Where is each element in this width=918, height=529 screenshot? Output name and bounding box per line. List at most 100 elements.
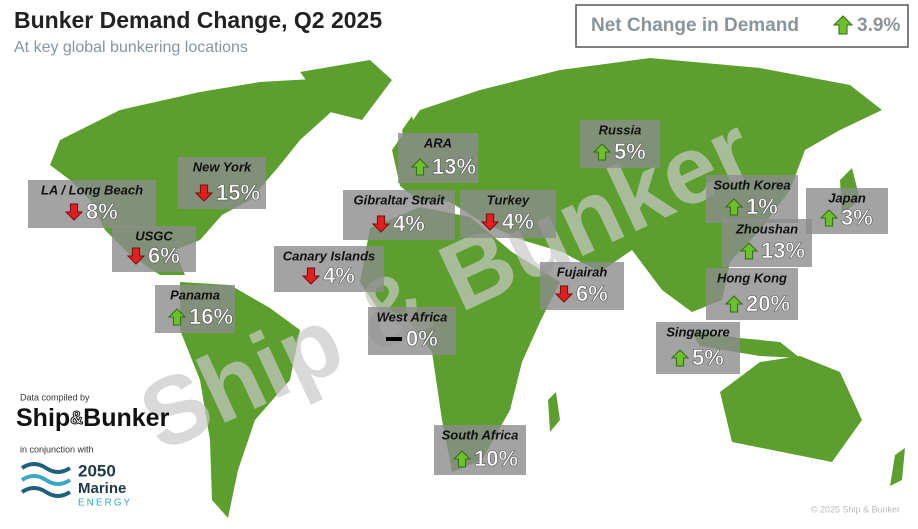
location-box: South Africa 10%: [434, 425, 526, 475]
location-value: 15%: [216, 180, 260, 205]
location-box: South Korea 1%: [706, 175, 798, 223]
arrow-up: [832, 15, 854, 35]
location-value: 16%: [189, 304, 233, 329]
label-box: [434, 425, 526, 475]
label-box: [155, 285, 235, 333]
location-box: LA / Long Beach 8%: [28, 180, 156, 228]
arrow-down: [554, 285, 574, 303]
label-box: [656, 322, 740, 374]
arrow-up: [452, 450, 472, 468]
label-box: [460, 190, 556, 238]
location-name: Hong Kong: [717, 270, 787, 285]
arrow-up: [819, 209, 839, 227]
location-name: South Africa: [442, 427, 519, 442]
location-box: Fujairah 6%: [540, 262, 624, 310]
location-value: 6%: [576, 281, 608, 306]
label-box: [112, 226, 196, 272]
location-value: 8%: [86, 199, 118, 224]
partner-line1: 2050: [78, 461, 116, 480]
location-value: 5%: [692, 345, 724, 370]
location-name: West Africa: [377, 309, 448, 324]
location-box: ARA 13%: [398, 133, 478, 183]
label-box: [540, 262, 624, 310]
arrow-up: [724, 198, 744, 216]
location-name: Fujairah: [557, 264, 608, 279]
location-name: Gibraltar Strait: [353, 192, 445, 207]
arrow-up: [670, 349, 690, 367]
location-box: Panama 16%: [155, 285, 235, 333]
partner-line2: Marine: [78, 480, 126, 497]
logo: Ship&Bunker: [16, 404, 170, 432]
location-name: Singapore: [666, 324, 730, 339]
arrow-down: [64, 203, 84, 221]
arrow-down: [480, 213, 500, 231]
location-name: ARA: [423, 135, 452, 150]
location-value: 4%: [502, 209, 534, 234]
label-box: [706, 268, 798, 320]
arrow-up: [410, 158, 430, 176]
location-name: Russia: [599, 122, 642, 137]
arrow-down: [194, 184, 214, 202]
location-value: 20%: [746, 291, 790, 316]
location-name: Canary Islands: [283, 248, 376, 263]
compiled-by: Data compiled by: [20, 392, 90, 402]
location-box: West Africa 0%: [368, 307, 456, 355]
location-name: Panama: [170, 287, 220, 302]
location-box: Russia 5%: [580, 120, 660, 168]
location-value: 3%: [841, 205, 873, 230]
location-value: 5%: [614, 139, 646, 164]
label-box: [368, 307, 456, 355]
partner-line3: ENERGY: [78, 498, 132, 509]
location-box: Singapore 5%: [656, 322, 740, 374]
copyright: © 2025 Ship & Bunker: [811, 504, 900, 514]
net-change-box: [575, 4, 909, 48]
location-box: New York 15%: [178, 157, 266, 209]
label-box: [722, 219, 812, 267]
subtitle: At key global bunkering locations: [14, 39, 248, 56]
location-name: South Korea: [713, 177, 790, 192]
label-box: [398, 133, 478, 183]
location-value: 4%: [393, 211, 425, 236]
location-name: Turkey: [487, 192, 530, 207]
label-box: [806, 188, 888, 234]
label-box: [706, 175, 798, 223]
location-value: 6%: [148, 243, 180, 268]
location-box: Turkey 4%: [460, 190, 556, 238]
label-box: [28, 180, 156, 228]
arrow-up: [739, 242, 759, 260]
location-name: USGC: [135, 228, 173, 243]
location-value: 13%: [432, 154, 476, 179]
net-change-label: Net Change in Demand: [591, 15, 799, 36]
location-name: Zhoushan: [735, 221, 798, 236]
label-box: [580, 120, 660, 168]
conjunction: in conjunction with: [20, 444, 94, 454]
label-box: [178, 157, 266, 209]
arrow-up: [592, 143, 612, 161]
location-name: Japan: [828, 190, 866, 205]
label-box: [343, 190, 455, 240]
partner-logo-icon: [20, 462, 72, 498]
arrow-down: [126, 247, 146, 265]
net-change-value: 3.9%: [857, 15, 900, 36]
title: Bunker Demand Change, Q2 2025: [14, 7, 382, 33]
location-value: 4%: [323, 263, 355, 288]
location-value: 13%: [761, 238, 805, 263]
label-box: [274, 246, 384, 292]
location-name: LA / Long Beach: [41, 182, 143, 197]
location-value: 1%: [746, 194, 778, 219]
net-change-arrow: [832, 15, 854, 35]
location-name: New York: [193, 159, 252, 174]
location-value: 0%: [406, 326, 438, 351]
location-box: Gibraltar Strait 4%: [343, 190, 455, 240]
arrow-down: [371, 215, 391, 233]
location-box: Zhoushan 13%: [722, 219, 812, 267]
flat-dash: [386, 337, 402, 341]
location-value: 10%: [474, 446, 518, 471]
location-box: Hong Kong 20%: [706, 268, 798, 320]
arrow-up: [724, 295, 744, 313]
